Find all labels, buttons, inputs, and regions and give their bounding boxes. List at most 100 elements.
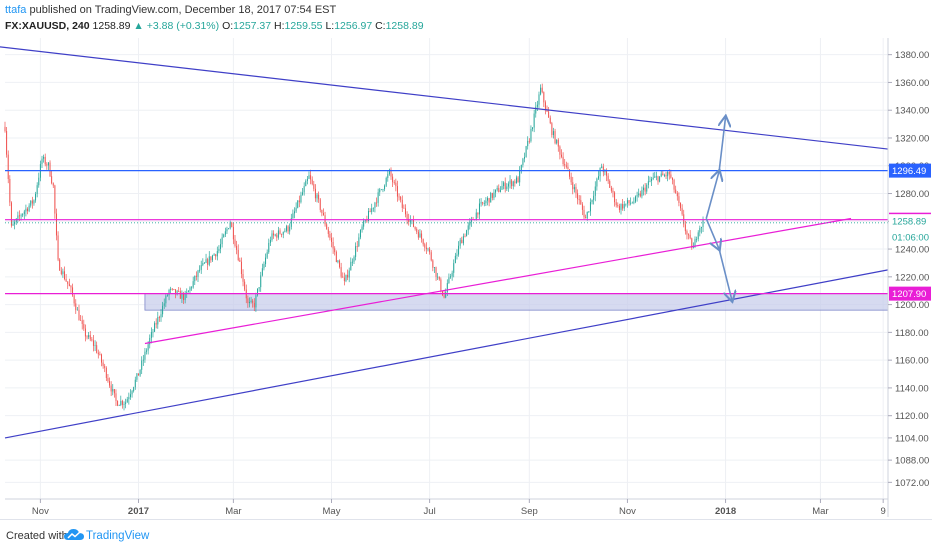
projection-arrow — [705, 171, 719, 219]
price-tick-label: 1220.00 — [895, 272, 929, 283]
candle-body — [615, 202, 617, 206]
trendline-upper-resistance — [0, 46, 889, 150]
candle-body — [17, 215, 19, 219]
candle-body — [343, 277, 345, 282]
candle-body — [586, 211, 588, 219]
price-tick-label: 1180.00 — [895, 328, 929, 339]
candle-body — [36, 185, 38, 194]
candle-body — [691, 238, 693, 248]
candle-body — [351, 261, 353, 263]
candle-body — [618, 205, 620, 210]
level-price-tag: 1207.90 — [892, 289, 926, 300]
candle-body — [403, 207, 405, 209]
candle-body — [321, 209, 323, 214]
time-tick-label: 2018 — [715, 506, 736, 517]
candle-body — [129, 394, 131, 398]
candle-body — [228, 228, 230, 230]
tradingview-brand[interactable]: TradingView — [86, 530, 150, 542]
candle-body — [257, 288, 259, 296]
candle-body — [57, 235, 59, 260]
candle-body — [152, 331, 154, 333]
candle-body — [647, 181, 649, 185]
candle-body — [179, 291, 181, 299]
candle-body — [331, 237, 333, 243]
candle-body — [446, 283, 448, 292]
candle-body — [496, 187, 498, 190]
candle-body — [400, 196, 402, 200]
candle-body — [585, 217, 587, 219]
candle-body — [419, 233, 421, 238]
candle-body — [55, 213, 57, 236]
candle-body — [501, 186, 503, 190]
candle-body — [372, 207, 374, 209]
candle-body — [376, 202, 378, 204]
candle-body — [81, 320, 83, 324]
candle-body — [401, 199, 403, 208]
author-link[interactable]: ttafa — [5, 4, 27, 16]
candle-body — [276, 234, 278, 238]
candle-body — [606, 171, 608, 176]
candle-body — [614, 192, 616, 203]
price-tick-label: 1380.00 — [895, 50, 929, 61]
candle-body — [498, 187, 500, 192]
candle-body — [671, 177, 673, 180]
candle-body — [392, 176, 394, 183]
candle-body — [369, 211, 371, 213]
candle-body — [347, 274, 349, 278]
candle-body — [223, 234, 225, 238]
candle-body — [33, 200, 35, 204]
candle-body — [348, 270, 350, 278]
candle-body — [591, 199, 593, 203]
candle-body — [273, 233, 275, 236]
price-tick-label: 1140.00 — [895, 383, 929, 394]
candle-body — [25, 208, 27, 212]
candle-body — [659, 176, 661, 182]
candle-body — [673, 179, 675, 190]
symbol-label[interactable]: FX:XAUUSD, 240 — [5, 20, 90, 32]
candle-body — [620, 204, 622, 210]
tradingview-cloud-icon — [64, 529, 84, 540]
candle-body — [363, 220, 365, 227]
candle-body — [478, 203, 480, 215]
candle-body — [62, 271, 64, 275]
candle-body — [681, 208, 683, 215]
candle-body — [644, 187, 646, 192]
candle-body — [390, 169, 392, 177]
level-price-tag-bg — [889, 286, 931, 301]
candle-body — [371, 208, 373, 213]
candle-body — [157, 317, 159, 325]
candle-body — [319, 199, 321, 210]
candle-body — [448, 277, 450, 284]
candle-body — [202, 263, 204, 266]
candle-body — [327, 229, 329, 234]
candle-body — [200, 265, 202, 270]
candle-body — [6, 131, 8, 155]
candle-body — [216, 251, 218, 257]
candle-body — [638, 193, 640, 196]
candle-body — [430, 252, 432, 261]
candle-body — [525, 146, 527, 157]
candle-body — [384, 185, 386, 190]
close-label: C: — [375, 20, 386, 32]
candle-body — [515, 177, 517, 184]
candle-body — [570, 176, 572, 183]
candle-body — [552, 131, 554, 136]
candle-body — [417, 231, 419, 238]
candle-body — [562, 156, 564, 165]
candle-body — [406, 214, 408, 220]
candle-body — [215, 254, 217, 257]
candle-body — [541, 87, 543, 93]
candle-body — [123, 403, 125, 405]
candle-body — [73, 295, 75, 304]
candle-body — [72, 287, 74, 296]
candle-body — [490, 192, 492, 203]
candle-body — [183, 293, 185, 301]
candle-body — [581, 204, 583, 210]
current-price-tag: 1258.89 — [892, 217, 926, 228]
candle-body — [517, 177, 519, 183]
candle-body — [78, 309, 80, 320]
candle-body — [322, 213, 324, 216]
candle-body — [467, 225, 469, 231]
candle-body — [663, 175, 665, 176]
